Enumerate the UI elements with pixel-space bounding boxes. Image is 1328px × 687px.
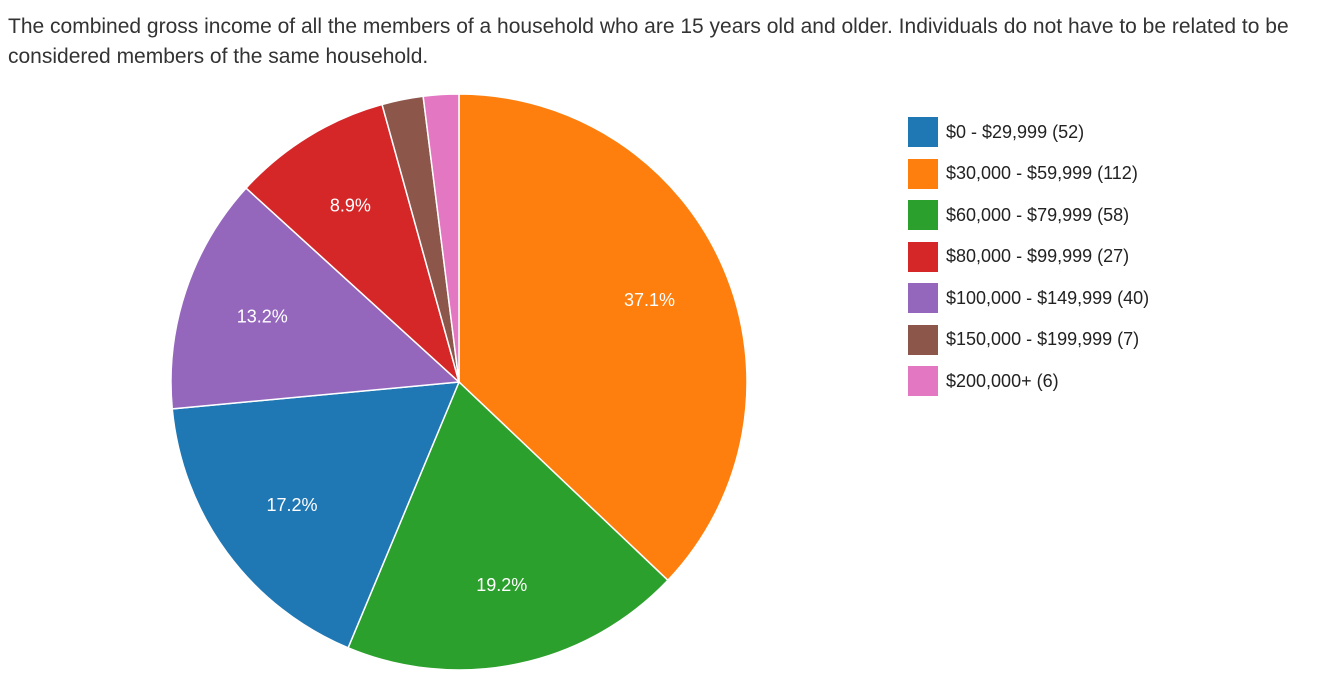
- legend-label: $100,000 - $149,999 (40): [946, 287, 1150, 308]
- legend-item-3[interactable]: $60,000 - $79,999 (58): [908, 200, 1149, 230]
- question-text: The combined gross income of all the mem…: [8, 15, 1289, 68]
- legend-item-7[interactable]: $200,000+ (6): [908, 366, 1149, 396]
- legend-item-5[interactable]: $100,000 - $149,999 (40): [908, 283, 1149, 313]
- pie-slice-4[interactable]: [170, 187, 461, 410]
- slice-percent-label: 13.2%: [237, 306, 288, 326]
- legend-label: $200,000+ (6): [946, 370, 1059, 391]
- legend-item-4[interactable]: $80,000 - $99,999 (27): [908, 241, 1149, 272]
- pie-slice-2[interactable]: [347, 380, 669, 671]
- pie-slice-1[interactable]: [458, 93, 748, 582]
- slice-percent-label: 17.2%: [266, 495, 317, 515]
- legend-swatch: [908, 324, 938, 355]
- slice-percent-label: 37.1%: [624, 290, 675, 310]
- legend-label: $0 - $29,999 (52): [946, 121, 1085, 142]
- pie-labels: 37.1% 19.2% 17.2% 13.2% 8.9%: [237, 195, 675, 595]
- legend-label: $80,000 - $99,999 (27): [946, 246, 1130, 266]
- pie-slices: [170, 93, 748, 671]
- legend-swatch: [908, 200, 938, 230]
- legend-swatch: [908, 366, 938, 396]
- legend: $0 - $29,999 (52) $30,000 - $59,999 (112)…: [908, 117, 1149, 408]
- legend-swatch: [908, 283, 938, 313]
- legend-item-6[interactable]: $150,000 - $199,999 (7): [908, 324, 1149, 355]
- pie-slice-3[interactable]: [171, 381, 461, 649]
- legend-swatch: [908, 241, 938, 272]
- slice-percent-label: 8.9%: [330, 195, 371, 215]
- legend-swatch: [908, 158, 938, 189]
- legend-label: $150,000 - $199,999 (7): [946, 329, 1140, 349]
- legend-label: $60,000 - $79,999 (58): [946, 204, 1130, 225]
- slice-percent-label: 19.2%: [476, 575, 527, 595]
- pie-slice-5[interactable]: [244, 103, 461, 385]
- legend-item-1[interactable]: $0 - $29,999 (52): [908, 117, 1149, 147]
- legend-swatch: [908, 117, 938, 147]
- pie-slice-7[interactable]: [422, 93, 460, 383]
- legend-label: $30,000 - $59,999 (112): [946, 163, 1138, 183]
- legend-item-2[interactable]: $30,000 - $59,999 (112): [908, 158, 1149, 189]
